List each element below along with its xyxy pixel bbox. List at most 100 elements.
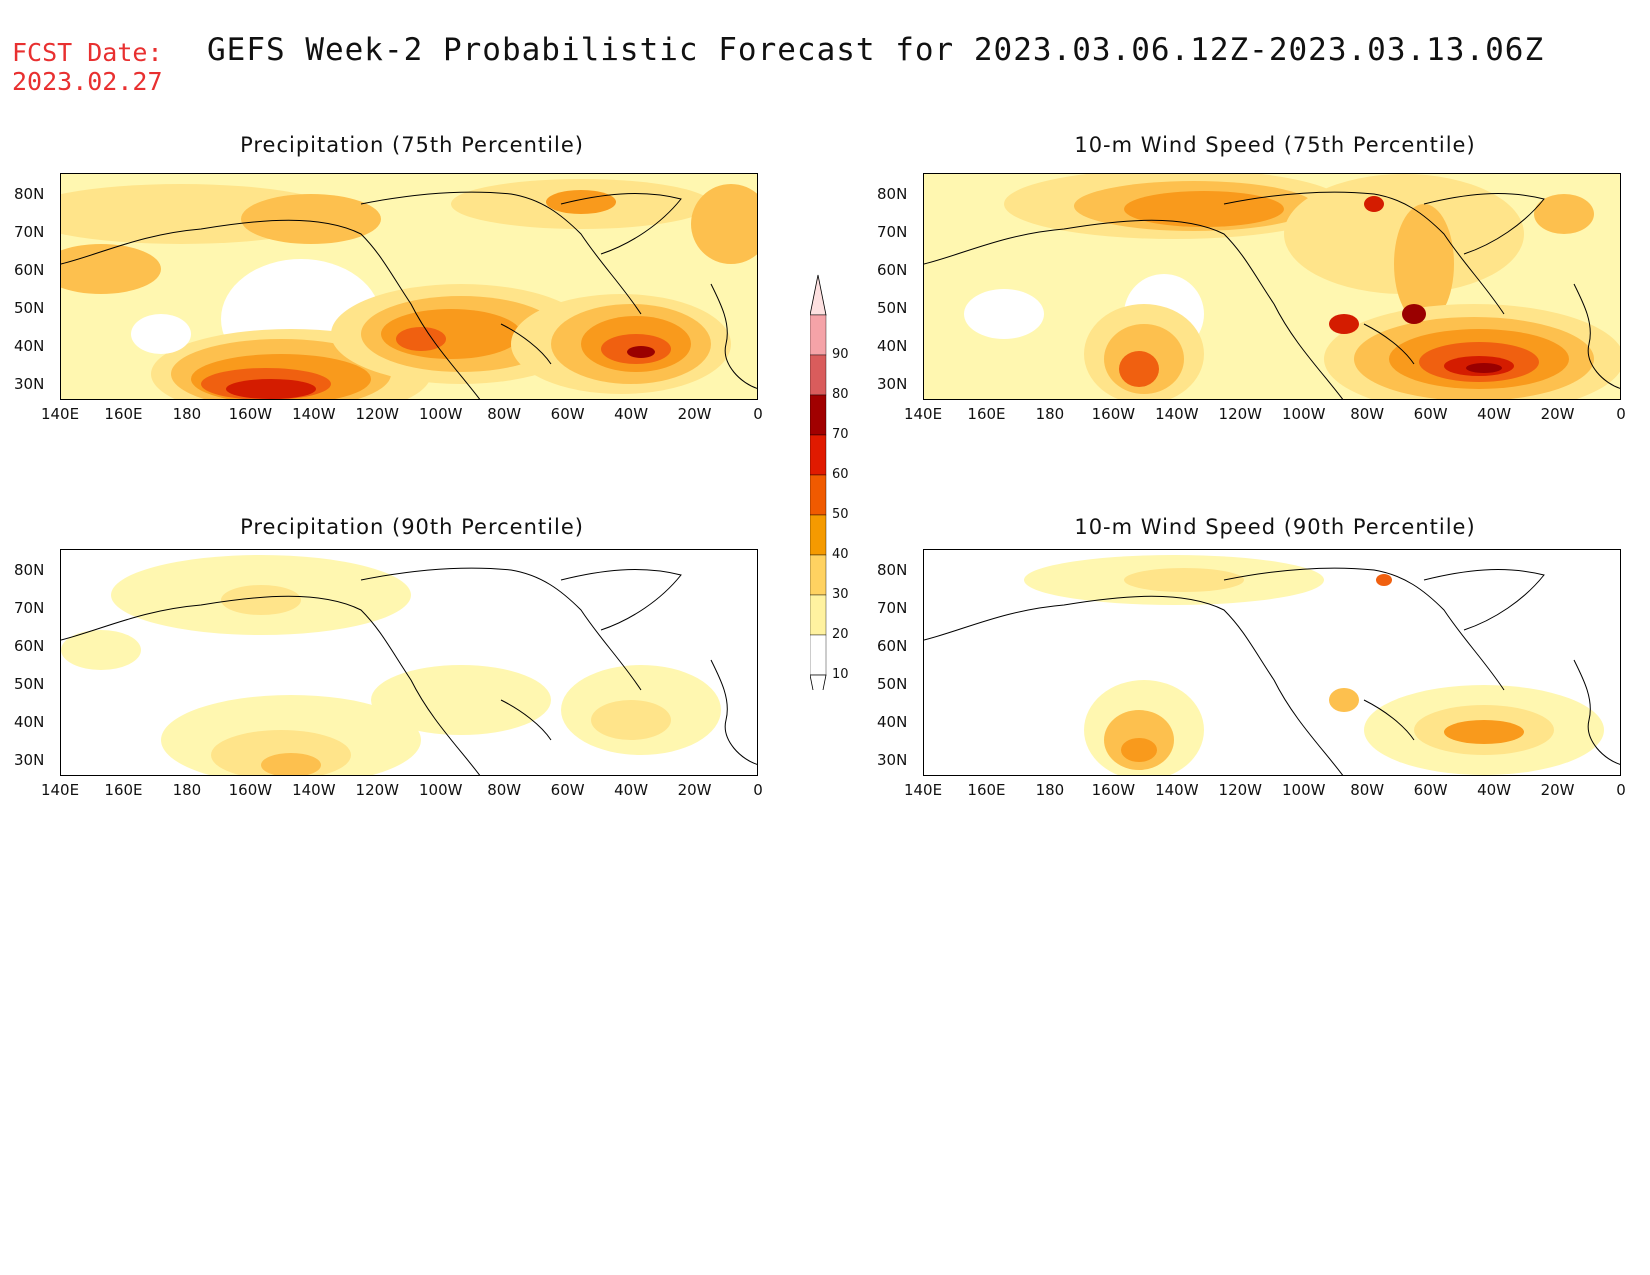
page-title: GEFS Week-2 Probabilistic Forecast for 2… xyxy=(207,32,1545,68)
colorbar-bottom-arrow xyxy=(809,674,827,716)
lon-tick-label: 40W xyxy=(1477,781,1512,799)
colorbar-level-label: 90 xyxy=(832,347,849,362)
colorbar-swatch xyxy=(809,634,827,676)
lon-tick-label: 120W xyxy=(1218,405,1262,423)
colorbar-swatch xyxy=(809,394,827,436)
lat-tick-label: 50N xyxy=(14,675,45,693)
colorbar-svg xyxy=(809,274,827,716)
lat-tick-label: 40N xyxy=(14,713,45,731)
lat-tick-label: 80N xyxy=(877,561,908,579)
map-precip-90 xyxy=(60,549,758,776)
lon-tick-label: 0 xyxy=(753,781,763,799)
lon-tick-label: 140E xyxy=(40,405,80,423)
colorbar-level-label: 40 xyxy=(832,547,849,562)
lon-tick-label: 160W xyxy=(1091,781,1136,799)
colorbar-swatch xyxy=(809,354,827,396)
lat-tick-label: 80N xyxy=(877,185,908,203)
lat-tick-label: 60N xyxy=(14,637,45,655)
lon-tick-label: 160E xyxy=(104,405,143,423)
lat-tick-label: 70N xyxy=(14,223,45,241)
lon-tick-label: 0 xyxy=(1616,405,1626,423)
lon-tick-label: 0 xyxy=(1616,781,1626,799)
colorbar-level-label: 10 xyxy=(832,667,849,682)
colorbar-level-label: 60 xyxy=(832,467,849,482)
lon-tick-label: 20W xyxy=(677,781,712,799)
lon-tick-label: 100W xyxy=(418,781,463,799)
lon-tick-label: 40W xyxy=(614,781,649,799)
lat-tick-label: 40N xyxy=(14,337,45,355)
forecast-date-value: 2023.02.27 xyxy=(12,67,163,96)
map-wind-90 xyxy=(923,549,1621,776)
lon-tick-label: 60W xyxy=(1413,781,1448,799)
map-wind-75 xyxy=(923,173,1621,400)
lon-tick-label: 100W xyxy=(1281,405,1326,423)
lat-tick-label: 50N xyxy=(877,299,908,317)
lon-tick-label: 80W xyxy=(487,405,522,423)
lon-tick-label: 160E xyxy=(967,405,1006,423)
forecast-date-label: FCST Date: xyxy=(12,38,163,67)
lat-tick-label: 30N xyxy=(14,375,45,393)
lon-tick-label: 60W xyxy=(550,405,585,423)
lat-tick-label: 30N xyxy=(877,375,908,393)
panel-title-precip-75: Precipitation (75th Percentile) xyxy=(240,133,584,157)
lon-tick-label: 160E xyxy=(967,781,1006,799)
lon-tick-label: 160E xyxy=(104,781,143,799)
lon-tick-label: 180 xyxy=(1035,405,1065,423)
lat-tick-label: 60N xyxy=(877,637,908,655)
colorbar-top-arrow xyxy=(809,274,827,316)
map-precip-75 xyxy=(60,173,758,400)
colorbar xyxy=(809,270,880,716)
lon-tick-label: 120W xyxy=(355,781,399,799)
lat-tick-label: 40N xyxy=(877,337,908,355)
lon-tick-label: 140W xyxy=(292,405,336,423)
lon-tick-label: 0 xyxy=(753,405,763,423)
lon-tick-label: 80W xyxy=(1350,781,1385,799)
lon-tick-label: 100W xyxy=(418,405,463,423)
lon-tick-label: 20W xyxy=(677,405,712,423)
lon-tick-label: 140E xyxy=(903,781,943,799)
lat-tick-label: 80N xyxy=(14,561,45,579)
lon-tick-label: 20W xyxy=(1540,781,1575,799)
lat-tick-label: 60N xyxy=(877,261,908,279)
lon-tick-label: 40W xyxy=(614,405,649,423)
lon-tick-label: 180 xyxy=(1035,781,1065,799)
lon-tick-label: 60W xyxy=(550,781,585,799)
lat-tick-label: 70N xyxy=(877,223,908,241)
lon-tick-label: 120W xyxy=(355,405,399,423)
lon-tick-label: 160W xyxy=(228,781,273,799)
colorbar-swatch xyxy=(809,314,827,356)
lon-tick-label: 80W xyxy=(1350,405,1385,423)
lat-tick-label: 30N xyxy=(14,751,45,769)
colorbar-level-label: 80 xyxy=(832,387,849,402)
lon-tick-label: 140W xyxy=(1155,781,1199,799)
colorbar-swatch xyxy=(809,514,827,556)
colorbar-level-label: 30 xyxy=(832,587,849,602)
lon-tick-label: 120W xyxy=(1218,781,1262,799)
lat-tick-label: 70N xyxy=(14,599,45,617)
colorbar-swatch xyxy=(809,434,827,476)
colorbar-level-label: 20 xyxy=(832,627,849,642)
lat-tick-label: 60N xyxy=(14,261,45,279)
lon-tick-label: 100W xyxy=(1281,781,1326,799)
colorbar-level-label: 70 xyxy=(832,427,849,442)
panel-title-precip-90: Precipitation (90th Percentile) xyxy=(240,515,584,539)
lat-tick-label: 50N xyxy=(14,299,45,317)
lon-tick-label: 80W xyxy=(487,781,522,799)
lat-tick-label: 50N xyxy=(877,675,908,693)
lon-tick-label: 160W xyxy=(1091,405,1136,423)
lon-tick-label: 180 xyxy=(172,781,202,799)
lon-tick-label: 140W xyxy=(292,781,336,799)
lon-tick-label: 40W xyxy=(1477,405,1512,423)
lon-tick-label: 140W xyxy=(1155,405,1199,423)
forecast-date: FCST Date: 2023.02.27 xyxy=(12,38,163,96)
lat-tick-label: 70N xyxy=(877,599,908,617)
lon-tick-label: 160W xyxy=(228,405,273,423)
colorbar-swatch xyxy=(809,474,827,516)
lon-tick-label: 140E xyxy=(903,405,943,423)
panel-title-wind-90: 10-m Wind Speed (90th Percentile) xyxy=(1074,515,1476,539)
lon-tick-label: 20W xyxy=(1540,405,1575,423)
lon-tick-label: 60W xyxy=(1413,405,1448,423)
lat-tick-label: 80N xyxy=(14,185,45,203)
panel-title-wind-75: 10-m Wind Speed (75th Percentile) xyxy=(1074,133,1476,157)
lon-tick-label: 140E xyxy=(40,781,80,799)
